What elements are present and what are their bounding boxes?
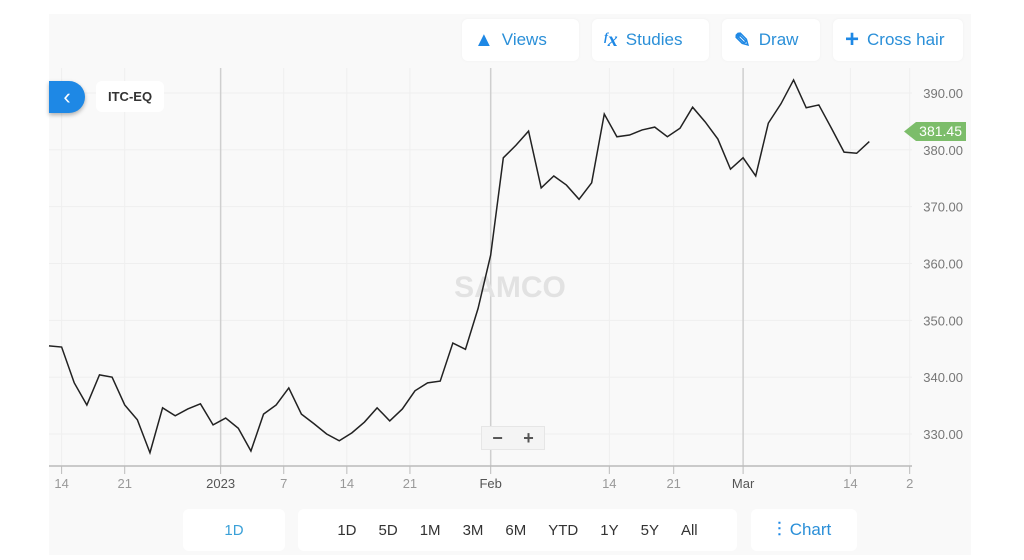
x-tick-label: 2 xyxy=(906,476,913,491)
chart-type-label: Chart xyxy=(789,520,832,539)
candles-icon: ⫶ xyxy=(776,518,782,541)
chart-panel xyxy=(49,14,971,555)
crosshair-button[interactable]: + Cross hair xyxy=(833,19,963,61)
range-1y[interactable]: 1Y xyxy=(600,521,619,539)
back-button[interactable]: ‹ xyxy=(49,81,85,113)
symbol-label: ITC-EQ xyxy=(96,81,165,112)
y-tick-label: 390.00 xyxy=(923,86,963,101)
fx-icon: ᶠx xyxy=(604,28,618,51)
zoom-out-button[interactable]: − xyxy=(492,427,503,448)
x-tick-label: 2023 xyxy=(206,476,235,491)
range-all[interactable]: All xyxy=(680,521,698,539)
x-tick-label: 21 xyxy=(117,476,131,491)
views-button[interactable]: ▲ Views xyxy=(462,19,579,61)
x-tick-label: 21 xyxy=(403,476,417,491)
x-tick-label: 14 xyxy=(602,476,616,491)
draw-label: Draw xyxy=(758,30,799,49)
plus-icon: + xyxy=(845,26,860,53)
last-price-tag: 381.45 xyxy=(904,122,966,141)
x-tick-label: 14 xyxy=(340,476,354,491)
zoom-controls: − + xyxy=(481,426,545,450)
range-selector: 1D 5D 1M 3M 6M YTD 1Y 5Y All xyxy=(298,509,737,551)
y-tick-label: 380.00 xyxy=(923,143,963,158)
chart-type-button[interactable]: ⫶ Chart xyxy=(751,509,857,551)
range-6m[interactable]: 6M xyxy=(505,521,527,539)
range-5d[interactable]: 5D xyxy=(378,521,398,539)
price-line xyxy=(48,78,870,456)
range-5y[interactable]: 5Y xyxy=(640,521,659,539)
x-tick-label: 14 xyxy=(54,476,68,491)
range-ytd[interactable]: YTD xyxy=(548,521,579,539)
chevron-left-icon: ‹ xyxy=(63,84,71,109)
y-tick-label: 350.00 xyxy=(923,313,963,328)
pencil-icon: ✎ xyxy=(734,29,751,52)
x-tick-label: Feb xyxy=(479,476,501,491)
x-tick-label: 21 xyxy=(666,476,680,491)
y-tick-label: 340.00 xyxy=(923,370,963,385)
crosshair-label: Cross hair xyxy=(867,30,945,49)
y-tick-label: 330.00 xyxy=(923,427,963,442)
range-3m[interactable]: 3M xyxy=(462,521,484,539)
x-tick-label: 7 xyxy=(280,476,287,491)
x-tick-label: 14 xyxy=(843,476,857,491)
studies-button[interactable]: ᶠx Studies xyxy=(592,19,709,61)
y-tick-label: 370.00 xyxy=(923,200,963,215)
views-label: Views xyxy=(501,30,547,49)
watermark-logo: SAMCO xyxy=(454,271,566,304)
draw-button[interactable]: ✎ Draw xyxy=(722,19,820,61)
mountain-icon: ▲ xyxy=(474,28,494,51)
y-tick-label: 360.00 xyxy=(923,256,963,271)
studies-label: Studies xyxy=(625,30,683,49)
range-1d[interactable]: 1D xyxy=(337,521,357,539)
interval-selector[interactable]: 1D xyxy=(183,509,285,551)
zoom-in-button[interactable]: + xyxy=(523,427,534,448)
x-tick-label: Mar xyxy=(732,476,755,491)
range-1m[interactable]: 1M xyxy=(419,521,441,539)
